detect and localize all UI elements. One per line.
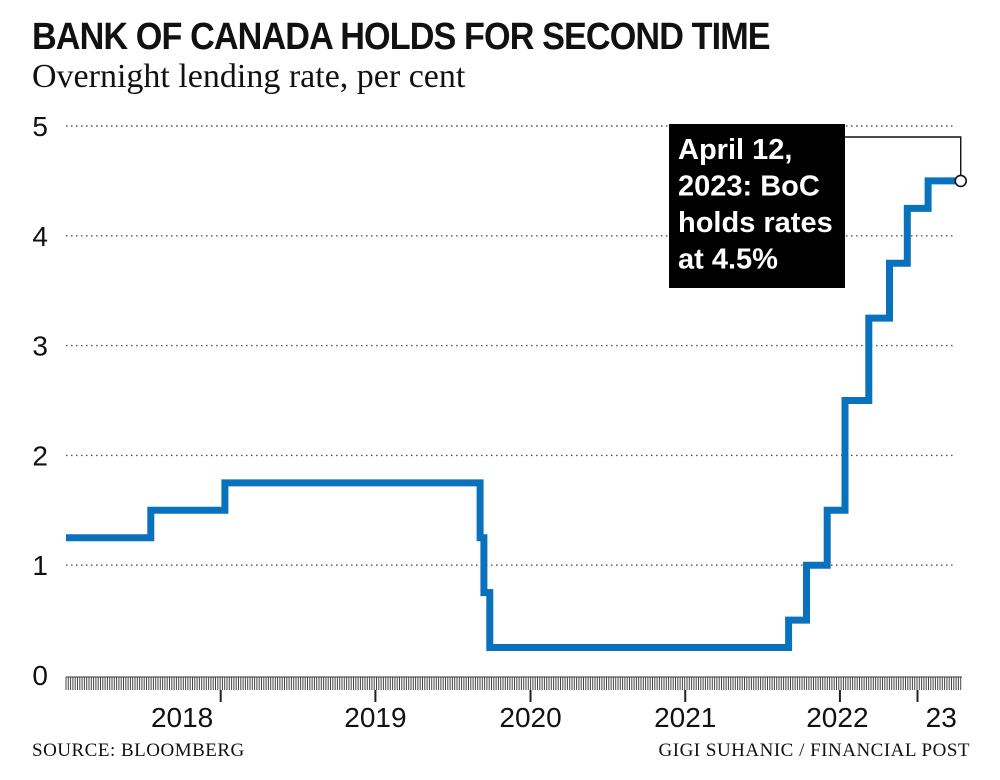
x-tick-label: 2021 [654,702,716,733]
y-tick-label: 0 [32,660,48,691]
chart-subtitle: Overnight lending rate, per cent [32,58,466,95]
x-tick-label: 2020 [499,702,561,733]
x-axis [65,676,962,702]
x-tick-label: 2022 [806,702,868,733]
series-line [66,177,961,651]
annotation-text-line: holds rates [678,207,833,239]
x-tick-label: 2019 [344,702,406,733]
x-tick-label: 2018 [151,702,213,733]
x-axis-labels: 2018 2019 2020 2021 2022 23 [151,702,957,733]
source-note: SOURCE: BLOOMBERG [32,740,245,761]
annotation-marker [954,174,968,188]
annotation-leader [845,136,962,181]
chart-title: BANK OF CANADA HOLDS FOR SECOND TIME [32,16,771,58]
x-tick-label: 23 [926,702,957,733]
series-layer [66,177,961,651]
annotation-text-line: 2023: BoC [678,171,820,203]
y-tick-label: 5 [32,111,48,142]
annotation-text-line: at 4.5% [678,244,778,276]
y-tick-label: 4 [32,221,48,252]
y-axis-labels: 0 1 2 3 4 5 [32,111,48,691]
annotation: April 12, 2023: BoC holds rates at 4.5% [669,124,968,288]
annotation-box [669,124,845,288]
y-tick-label: 1 [32,550,48,581]
y-tick-label: 3 [32,331,48,362]
credit-note: GIGI SUHANIC / FINANCIAL POST [658,740,970,761]
annotation-text-line: April 12, [678,134,792,166]
y-tick-label: 2 [32,440,48,471]
